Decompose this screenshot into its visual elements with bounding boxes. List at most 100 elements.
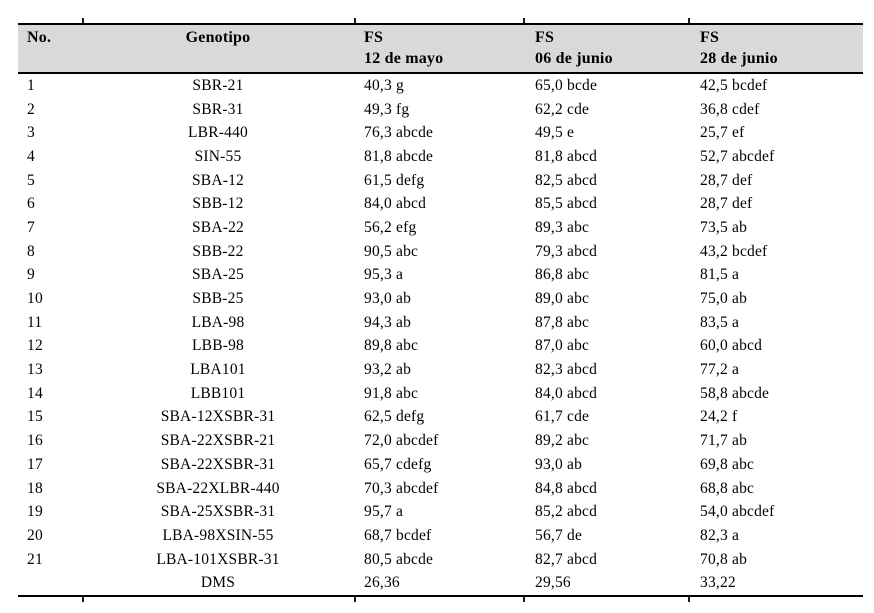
fs-junio06-cell: 87,8 abc <box>535 313 590 331</box>
row-number: 13 <box>27 361 43 379</box>
fs-mayo12-cell: 81,8 abcde <box>364 147 434 165</box>
fs-mayo12-cell: 61,5 defg <box>364 171 425 189</box>
table-row: 18 SBA-22XLBR-440 70,3 abcdef 84,8 abcd 68,8… <box>18 477 863 501</box>
genotype-cell: SBB-22 <box>192 242 244 260</box>
fs-mayo12-cell: 93,2 ab <box>364 361 412 379</box>
dms-value: 33,22 <box>700 574 736 592</box>
column-header-fs-junio06: FS 06 de junio <box>523 24 688 74</box>
column-label: FS <box>364 29 384 46</box>
fs-junio28-cell: 82,3 a <box>700 526 740 544</box>
genotype-cell: LBB-98 <box>191 337 244 355</box>
fs-junio06-cell: 81,8 abcd <box>535 147 598 165</box>
fs-junio06-cell: 82,7 abcd <box>535 550 598 568</box>
fs-junio06-cell: 56,7 de <box>535 526 583 544</box>
genotype-cell: SBA-22 <box>191 218 244 236</box>
column-header-no: No. <box>18 24 82 74</box>
genotype-fs-table: No. Genotipo FS 12 de mayo FS 06 de juni… <box>18 23 863 598</box>
column-tick <box>82 597 84 603</box>
fs-junio28-cell: 58,8 abcde <box>700 384 770 402</box>
fs-mayo12-cell: 76,3 abcde <box>364 124 434 142</box>
fs-junio06-cell: 86,8 abc <box>535 266 590 284</box>
fs-junio06-cell: 61,7 cde <box>535 408 590 426</box>
fs-junio28-cell: 81,5 a <box>700 266 740 284</box>
row-number: 16 <box>27 432 43 450</box>
table-row: 16 SBA-22XSBR-21 72,0 abcdef 89,2 abc 71,7 a… <box>18 429 863 453</box>
fs-junio28-cell: 77,2 a <box>700 361 740 379</box>
genotype-cell: SBB-12 <box>192 195 244 213</box>
column-label: Genotipo <box>185 29 251 46</box>
column-header-genotipo: Genotipo <box>82 24 354 74</box>
row-number: 7 <box>27 218 35 236</box>
fs-junio06-cell: 49,5 e <box>535 124 575 142</box>
row-number: 20 <box>27 526 43 544</box>
column-sublabel: 28 de junio <box>700 49 778 67</box>
table-row: 14 LBB101 91,8 abc 84,0 abcd 58,8 abcde <box>18 382 863 406</box>
table-row: 10 SBB-25 93,0 ab 89,0 abc 75,0 ab <box>18 287 863 311</box>
fs-mayo12-cell: 80,5 abcde <box>364 550 434 568</box>
fs-mayo12-cell: 93,0 ab <box>364 290 412 308</box>
fs-mayo12-cell: 90,5 abc <box>364 242 419 260</box>
table-row: 6 SBB-12 84,0 abcd 85,5 abcd 28,7 def <box>18 192 863 216</box>
row-number: 18 <box>27 479 43 497</box>
column-sublabel: 12 de mayo <box>364 49 444 67</box>
row-number: 9 <box>27 266 35 284</box>
fs-junio06-cell: 79,3 abcd <box>535 242 598 260</box>
table-row: 2 SBR-31 49,3 fg 62,2 cde 36,8 cdef <box>18 98 863 122</box>
genotype-cell: LBA-98XSIN-55 <box>162 526 274 544</box>
table-row: 20 LBA-98XSIN-55 68,7 bcdef 56,7 de 82,3 a <box>18 524 863 548</box>
fs-mayo12-cell: 95,7 a <box>364 503 404 521</box>
fs-junio28-cell: 28,7 def <box>700 171 753 189</box>
row-number: 21 <box>27 550 43 568</box>
table-row: 19 SBA-25XSBR-31 95,7 a 85,2 abcd 54,0 abcde… <box>18 500 863 524</box>
row-number: 11 <box>27 313 43 331</box>
dms-value: 26,36 <box>364 574 400 592</box>
table-row: 4 SIN-55 81,8 abcde 81,8 abcd 52,7 abcdef <box>18 145 863 169</box>
column-tick <box>523 18 525 23</box>
fs-junio28-cell: 42,5 bcdef <box>700 76 768 94</box>
genotype-cell: LBA-98 <box>191 313 245 331</box>
row-number: 15 <box>27 408 43 426</box>
fs-junio06-cell: 85,2 abcd <box>535 503 598 521</box>
fs-mayo12-cell: 94,3 ab <box>364 313 412 331</box>
fs-junio28-cell: 71,7 ab <box>700 432 748 450</box>
column-header-fs-junio28: FS 28 de junio <box>688 24 863 74</box>
table-row: 17 SBA-22XSBR-31 65,7 cdefg 93,0 ab 69,8 abc <box>18 453 863 477</box>
fs-junio28-cell: 68,8 abc <box>700 479 755 497</box>
fs-mayo12-cell: 68,7 bcdef <box>364 526 432 544</box>
column-tick <box>523 597 525 603</box>
fs-junio06-cell: 87,0 abc <box>535 337 590 355</box>
genotype-cell: SBA-22XSBR-31 <box>160 455 276 473</box>
column-tick <box>688 18 690 23</box>
fs-mayo12-cell: 72,0 abcdef <box>364 432 439 450</box>
dms-label: DMS <box>200 574 236 592</box>
fs-mayo12-cell: 91,8 abc <box>364 384 419 402</box>
table-row: 1 SBR-21 40,3 g 65,0 bcde 42,5 bcdef <box>18 73 863 98</box>
row-number: 10 <box>27 290 43 308</box>
fs-junio28-cell: 75,0 ab <box>700 290 748 308</box>
fs-junio28-cell: 69,8 abc <box>700 455 755 473</box>
row-number: 2 <box>27 100 35 118</box>
fs-junio06-cell: 85,5 abcd <box>535 195 598 213</box>
table-row: 11 LBA-98 94,3 ab 87,8 abc 83,5 a <box>18 311 863 335</box>
table-row: 21 LBA-101XSBR-31 80,5 abcde 82,7 abcd 70,8 … <box>18 548 863 572</box>
genotype-cell: SBA-22XSBR-21 <box>160 432 276 450</box>
row-number: 3 <box>27 124 35 142</box>
column-tick <box>688 597 690 603</box>
fs-junio28-cell: 73,5 ab <box>700 218 748 236</box>
header-row: No. Genotipo FS 12 de mayo FS 06 de juni… <box>18 24 863 74</box>
fs-junio06-cell: 93,0 ab <box>535 455 583 473</box>
dms-value <box>18 571 82 596</box>
fs-mayo12-cell: 84,0 abcd <box>364 195 427 213</box>
genotype-cell: SBB-25 <box>192 290 244 308</box>
row-number: 4 <box>27 147 35 165</box>
genotype-cell: SIN-55 <box>194 147 242 165</box>
genotype-cell: LBA-101XSBR-31 <box>156 550 280 568</box>
table-row: 9 SBA-25 95,3 a 86,8 abc 81,5 a <box>18 264 863 288</box>
fs-junio28-cell: 25,7 ef <box>700 124 745 142</box>
column-tick <box>354 597 356 603</box>
table-row: 13 LBA101 93,2 ab 82,3 abcd 77,2 a <box>18 358 863 382</box>
column-tick <box>82 18 84 23</box>
dms-row: DMS 26,36 29,56 33,22 <box>18 571 863 596</box>
fs-junio28-cell: 52,7 abcdef <box>700 147 775 165</box>
fs-junio28-cell: 54,0 abcdef <box>700 503 775 521</box>
